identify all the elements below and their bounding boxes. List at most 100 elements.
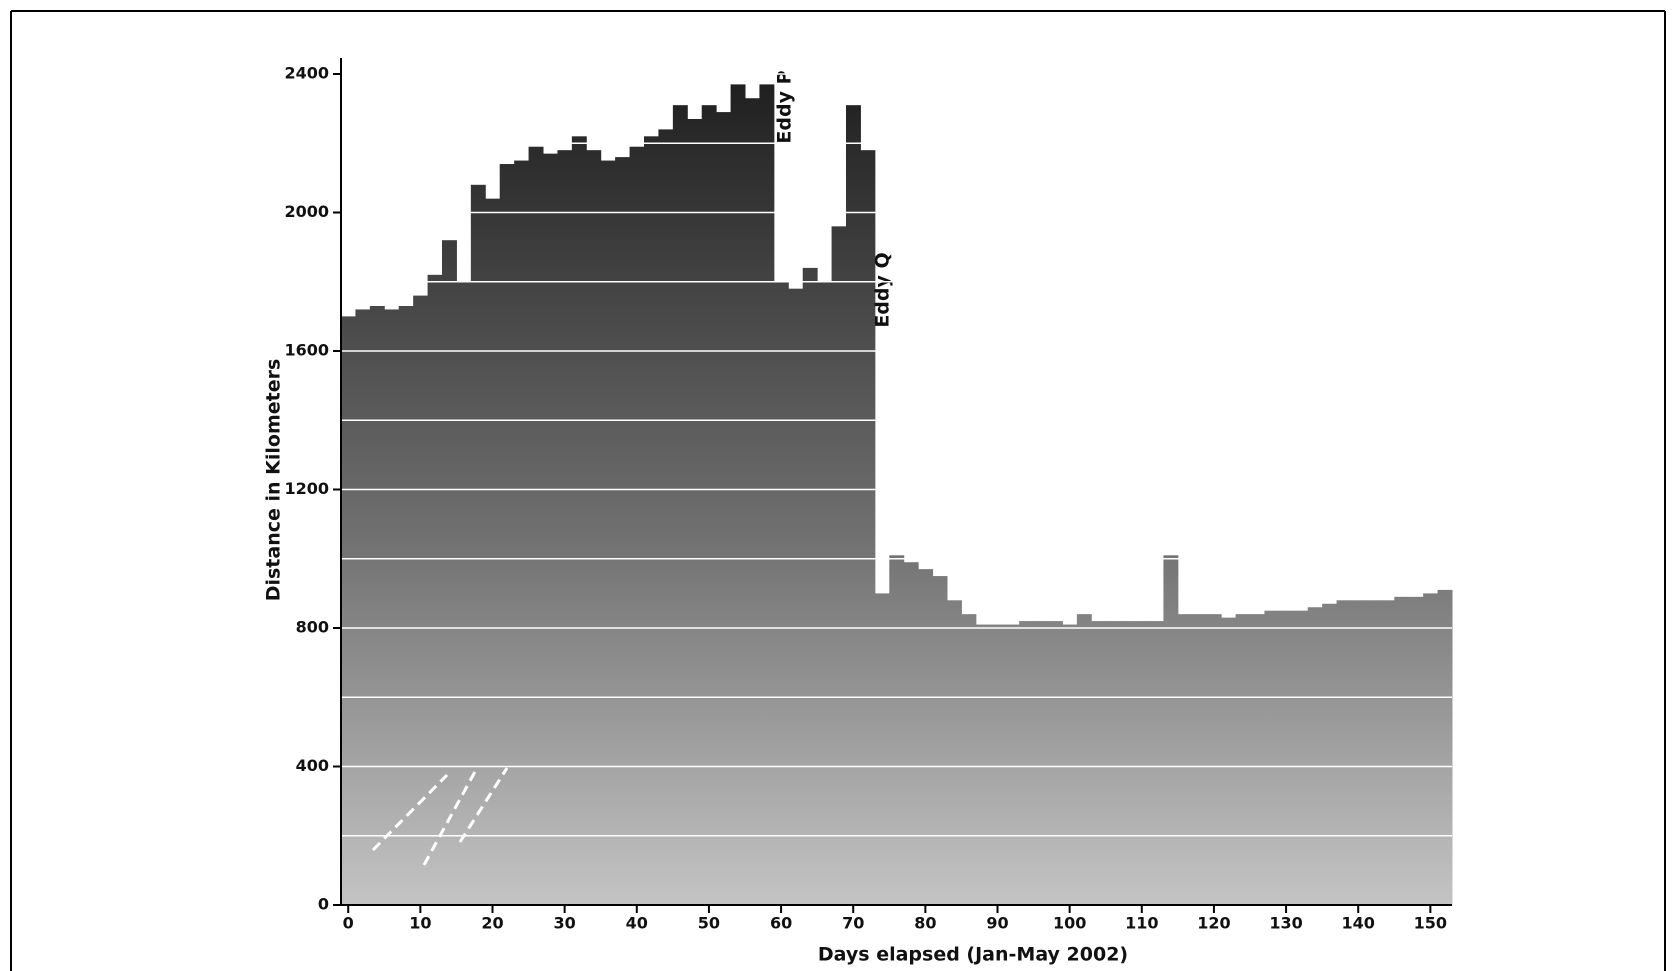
x-tick-label: 10: [409, 914, 431, 933]
x-tick-label: 60: [770, 914, 792, 933]
bar: [731, 84, 746, 905]
bar: [1351, 600, 1366, 905]
x-tick-label: 120: [1197, 914, 1230, 933]
bar: [1163, 555, 1178, 905]
bar: [1135, 621, 1150, 905]
y-tick-label: 2000: [284, 202, 329, 221]
y-tick-label: 1600: [284, 341, 329, 360]
bar: [1236, 614, 1251, 905]
bar: [803, 268, 818, 905]
bar: [1091, 621, 1106, 905]
x-axis-title: Days elapsed (Jan-May 2002): [818, 944, 1128, 966]
bar: [355, 309, 370, 905]
bar: [961, 614, 976, 905]
bar: [442, 240, 457, 905]
bar: [557, 150, 572, 905]
bar: [1005, 625, 1020, 905]
bar: [471, 185, 486, 905]
bar: [500, 164, 515, 905]
bar: [918, 569, 933, 905]
bar: [514, 161, 529, 905]
bar: [1438, 590, 1453, 905]
y-axis-title: Distance in Kilometers: [263, 359, 285, 602]
bar: [1106, 621, 1121, 905]
bar: [630, 147, 645, 905]
bar: [702, 105, 717, 905]
bar: [1337, 600, 1352, 905]
x-tick-label: 70: [842, 914, 864, 933]
bar: [875, 593, 890, 905]
x-tick-label: 130: [1269, 914, 1302, 933]
x-tick-label: 150: [1414, 914, 1447, 933]
y-tick-label: 400: [296, 756, 329, 775]
x-tick-label: 100: [1053, 914, 1086, 933]
bar: [601, 161, 616, 905]
bar: [1409, 597, 1424, 905]
bar: [1149, 621, 1164, 905]
bar: [1178, 614, 1193, 905]
bar: [586, 150, 601, 905]
y-tick-label: 800: [296, 618, 329, 637]
x-tick-label: 140: [1342, 914, 1375, 933]
bar: [817, 282, 832, 905]
annotation: Eddy Q: [872, 252, 894, 327]
bar: [1077, 614, 1092, 905]
y-tick-label: 1200: [284, 479, 329, 498]
bar: [976, 625, 991, 905]
bar: [716, 112, 731, 905]
bar: [658, 129, 673, 905]
bar: [384, 309, 399, 905]
bar: [889, 555, 904, 905]
bar: [428, 275, 443, 905]
bar: [1062, 625, 1077, 905]
x-tick-label: 50: [698, 914, 720, 933]
bar: [1120, 621, 1135, 905]
bar: [615, 157, 630, 905]
bar: [774, 282, 789, 905]
bar: [745, 98, 760, 905]
bar: [904, 562, 919, 905]
bar: [644, 136, 659, 905]
x-tick-label: 90: [986, 914, 1008, 933]
plot: [341, 84, 1453, 905]
y-tick-label: 2400: [284, 64, 329, 83]
bar: [413, 296, 428, 905]
bar: [1380, 600, 1395, 905]
bar: [832, 226, 847, 905]
chart: Days elapsed (Jan-May 2002) Distance in …: [0, 0, 1676, 971]
bar: [1394, 597, 1409, 905]
bar: [1207, 614, 1222, 905]
x-tick-label: 0: [343, 914, 354, 933]
bar: [1293, 611, 1308, 905]
bar: [947, 600, 962, 905]
bar: [1264, 611, 1279, 905]
bar: [370, 306, 385, 905]
x-tick-label: 40: [626, 914, 648, 933]
bar: [1221, 618, 1236, 905]
bar: [1279, 611, 1294, 905]
bar: [529, 147, 544, 905]
bar: [673, 105, 688, 905]
bar: [1019, 621, 1034, 905]
bar: [933, 576, 948, 905]
bar: [846, 105, 861, 905]
x-tick-label: 110: [1125, 914, 1158, 933]
bar: [990, 625, 1005, 905]
bar: [1365, 600, 1380, 905]
bar: [456, 282, 471, 905]
bar: [1322, 604, 1337, 905]
y-tick-label: 0: [318, 895, 329, 914]
x-tick-label: 20: [481, 914, 503, 933]
bar: [543, 154, 558, 905]
bar: [1048, 621, 1063, 905]
x-tick-label: 30: [554, 914, 576, 933]
bar: [1423, 593, 1438, 905]
bar: [341, 316, 356, 905]
annotation: Eddy P: [774, 70, 796, 143]
bar: [788, 289, 803, 905]
bar: [759, 84, 774, 905]
bar: [1308, 607, 1323, 905]
bar: [1250, 614, 1265, 905]
bar: [1192, 614, 1207, 905]
bar: [687, 119, 702, 905]
